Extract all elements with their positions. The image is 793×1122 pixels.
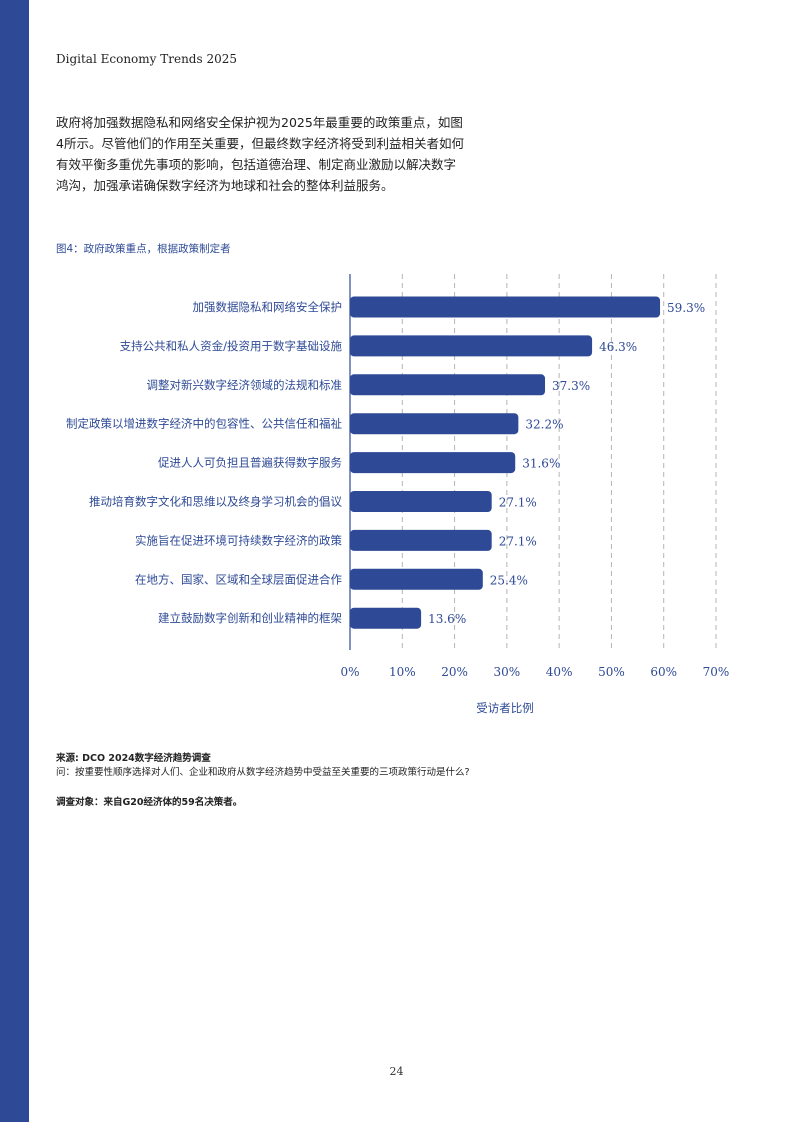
chart-notes: 来源: DCO 2024数字经济趋势调查 问：按重要性顺序选择对人们、企业和政府… bbox=[56, 752, 756, 810]
intro-line: 鸿沟，加强承诺确保数字经济为地球和社会的整体利益服务。 bbox=[56, 178, 394, 193]
category-label: 建立鼓励数字创新和创业精神的框架 bbox=[158, 611, 342, 625]
bar bbox=[350, 452, 516, 474]
page-number: 24 bbox=[389, 1065, 404, 1078]
bar bbox=[350, 296, 661, 318]
category-label: 支持公共和私人资金/投资用于数字基础设施 bbox=[120, 339, 343, 353]
value-label: 27.1% bbox=[499, 496, 537, 510]
running-title: Digital Economy Trends 2025 bbox=[56, 52, 238, 66]
x-tick-label: 40% bbox=[546, 665, 573, 679]
x-tick-label: 30% bbox=[494, 665, 521, 679]
x-axis-title: 受访者比例 bbox=[476, 701, 534, 715]
value-label: 46.3% bbox=[599, 340, 637, 354]
category-label: 促进人人可负担且普遍获得数字服务 bbox=[158, 456, 342, 470]
bar bbox=[350, 568, 483, 590]
intro-paragraph: 政府将加强数据隐私和网络安全保护视为2025年最重要的政策重点，如图 4所示。尽… bbox=[56, 112, 504, 196]
side-accent-bar bbox=[0, 0, 29, 1122]
figure-caption: 图4：政府政策重点，根据政策制定者 bbox=[56, 243, 231, 255]
bar bbox=[350, 413, 519, 435]
value-label: 37.3% bbox=[552, 379, 590, 393]
bar bbox=[350, 607, 422, 629]
x-tick-label: 10% bbox=[389, 665, 416, 679]
bar bbox=[350, 335, 593, 357]
value-label: 27.1% bbox=[499, 534, 537, 548]
value-label: 32.2% bbox=[525, 418, 563, 432]
x-tick-label: 0% bbox=[340, 665, 359, 679]
category-label: 推动培育数字文化和思维以及终身学习机会的倡议 bbox=[89, 495, 342, 509]
category-label: 加强数据隐私和网络安全保护 bbox=[193, 300, 343, 314]
category-label: 制定政策以增进数字经济中的包容性、公共信任和福祉 bbox=[66, 417, 342, 431]
value-label: 25.4% bbox=[490, 573, 528, 587]
intro-line: 4所示。尽管他们的作用至关重要，但最终数字经济将受到利益相关者如何 bbox=[56, 136, 464, 151]
bar bbox=[350, 374, 546, 396]
category-label: 调整对新兴数字经济领域的法规和标准 bbox=[147, 378, 343, 392]
intro-line: 有效平衡多重优先事项的影响，包括道德治理、制定商业激励以解决数字 bbox=[56, 157, 457, 172]
source-note: 来源: DCO 2024数字经济趋势调查 bbox=[56, 753, 211, 764]
value-label: 13.6% bbox=[428, 612, 466, 626]
audience-note: 调查对象：来自G20经济体的59名决策者。 bbox=[56, 797, 243, 808]
bar bbox=[350, 529, 492, 551]
x-tick-label: 20% bbox=[441, 665, 468, 679]
category-label: 实施旨在促进环境可持续数字经济的政策 bbox=[135, 533, 342, 547]
bar bbox=[350, 491, 492, 512]
intro-line: 政府将加强数据隐私和网络安全保护视为2025年最重要的政策重点，如图 bbox=[56, 115, 463, 130]
x-tick-label: 70% bbox=[703, 665, 730, 679]
value-label: 59.3% bbox=[667, 301, 705, 315]
x-tick-label: 50% bbox=[598, 665, 625, 679]
value-label: 31.6% bbox=[522, 457, 560, 471]
question-note: 问：按重要性顺序选择对人们、企业和政府从数字经济趋势中受益至关重要的三项政策行动… bbox=[56, 767, 470, 778]
x-tick-label: 60% bbox=[650, 665, 677, 679]
category-label: 在地方、国家、区域和全球层面促进合作 bbox=[135, 572, 342, 586]
